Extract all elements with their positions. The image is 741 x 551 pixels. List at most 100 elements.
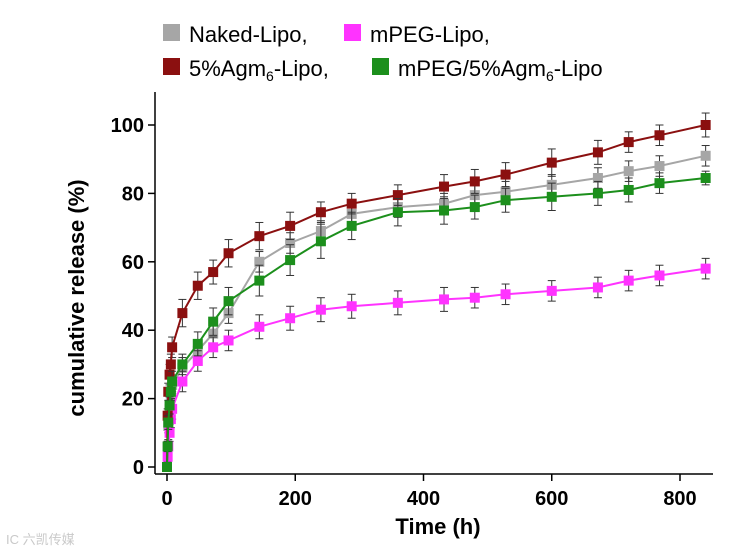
data-point (546, 157, 557, 168)
data-point (700, 263, 711, 274)
data-point (546, 285, 557, 296)
x-tick-label: 600 (535, 488, 568, 510)
series-layer (162, 112, 711, 472)
data-point (285, 313, 296, 324)
data-point (165, 386, 176, 397)
data-point (654, 178, 665, 189)
data-point (700, 120, 711, 130)
data-point (700, 150, 711, 161)
data-point (469, 202, 480, 213)
series-line (166, 267, 706, 468)
data-point (346, 198, 357, 209)
data-point (546, 191, 557, 202)
legend-label-mpeg-lipo: mPEG-Lipo, (370, 22, 490, 47)
legend-swatch-mpeg-lipo (344, 24, 361, 41)
series-line (166, 177, 706, 468)
legend: Naked-Lipo, mPEG-Lipo, 5%Agm6-Lipo, mPEG… (163, 22, 603, 84)
data-point (469, 176, 480, 187)
y-tick-label: 40 (122, 320, 144, 342)
data-point (254, 321, 265, 332)
data-point (592, 188, 603, 199)
data-point (623, 275, 634, 286)
data-point (167, 342, 178, 353)
y-tick-label: 60 (122, 252, 144, 274)
legend-label-naked-lipo: Naked-Lipo, (189, 22, 308, 47)
data-point (285, 220, 296, 231)
series-line (166, 154, 706, 468)
data-point (439, 205, 450, 216)
data-point (315, 236, 326, 247)
series-2 (162, 112, 711, 472)
y-tick-label: 100 (111, 115, 144, 137)
data-point (654, 161, 665, 172)
x-tick-label: 0 (161, 488, 172, 510)
series-3 (162, 170, 711, 472)
data-point (163, 417, 174, 428)
legend-label-agm6-lipo: 5%Agm6-Lipo, (189, 56, 329, 84)
x-tick-label: 400 (407, 488, 440, 510)
data-point (392, 207, 403, 218)
data-point (439, 181, 450, 192)
data-point (162, 462, 172, 472)
data-point (177, 376, 188, 387)
legend-swatch-naked-lipo (163, 24, 180, 41)
data-point (654, 130, 665, 141)
data-point (164, 427, 175, 438)
data-point (192, 355, 203, 366)
legend-swatch-agm6-lipo (163, 58, 180, 75)
data-point (592, 282, 603, 293)
x-axis-title: Time (h) (395, 514, 480, 539)
data-point (315, 207, 326, 218)
data-point (192, 280, 203, 291)
series-line (166, 124, 706, 468)
data-point (192, 338, 203, 349)
x-ticks: 0 200 400 600 800 (161, 474, 697, 510)
y-ticks: 0 20 40 60 80 100 (111, 115, 155, 479)
data-point (177, 308, 188, 319)
y-tick-label: 80 (122, 183, 144, 205)
data-point (346, 301, 357, 312)
data-point (208, 267, 219, 278)
data-point (592, 173, 603, 184)
data-point (700, 173, 711, 184)
data-point (164, 400, 175, 411)
data-point (500, 195, 511, 206)
data-point (500, 169, 511, 180)
x-tick-label: 200 (279, 488, 312, 510)
legend-swatch-mpeg-agm6-lipo (372, 58, 389, 75)
data-point (167, 376, 178, 387)
data-point (623, 137, 634, 148)
data-point (346, 220, 357, 231)
data-point (285, 255, 296, 266)
data-point (469, 292, 480, 303)
y-tick-label: 20 (122, 389, 144, 411)
x-tick-label: 800 (663, 488, 696, 510)
data-point (254, 275, 265, 286)
data-point (592, 147, 603, 158)
data-point (623, 166, 634, 177)
data-point (392, 297, 403, 308)
data-point (223, 335, 234, 346)
data-point (439, 294, 450, 305)
y-tick-label: 0 (133, 457, 144, 479)
data-point (623, 184, 634, 195)
data-point (208, 316, 219, 327)
data-point (285, 237, 296, 248)
data-point (500, 289, 511, 300)
data-point (164, 369, 175, 380)
data-point (208, 342, 219, 353)
data-point (315, 304, 326, 315)
data-point (392, 190, 403, 201)
data-point (165, 359, 176, 370)
data-point (223, 248, 234, 259)
data-point (654, 270, 665, 281)
data-point (254, 256, 265, 267)
data-point (254, 231, 265, 242)
y-axis-title: cumulative release (%) (64, 179, 89, 416)
legend-label-mpeg-agm6-lipo: mPEG/5%Agm6-Lipo (398, 56, 603, 84)
watermark: IC 六凯传媒 (6, 532, 75, 547)
data-point (162, 441, 173, 452)
data-point (177, 359, 188, 370)
data-point (223, 296, 234, 307)
